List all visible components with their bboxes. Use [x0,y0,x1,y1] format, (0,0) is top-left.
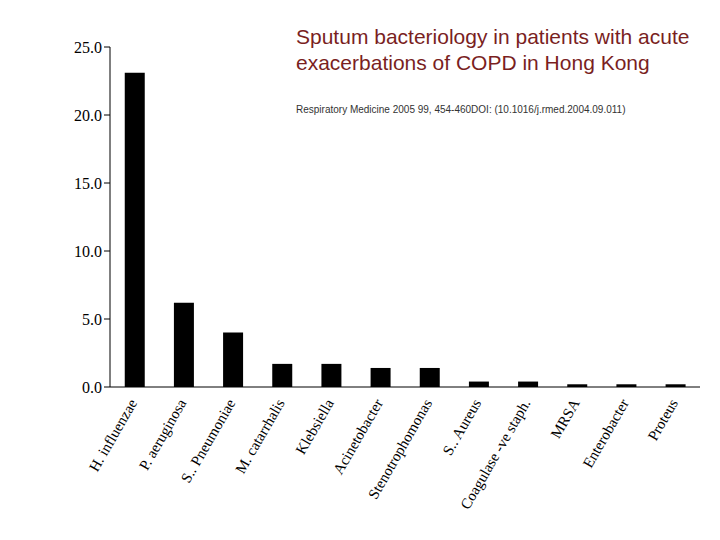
svg-text:S.. Pneumoniae: S.. Pneumoniae [178,396,239,485]
svg-text:25.0: 25.0 [74,39,102,56]
svg-text:20.0: 20.0 [74,107,102,124]
svg-text:10.0: 10.0 [74,243,102,260]
svg-text:Stenotrophomonas: Stenotrophomonas [365,396,435,502]
svg-text:S.. Aureus: S.. Aureus [439,396,484,458]
svg-text:15.0: 15.0 [74,175,102,192]
svg-text:0.0: 0.0 [82,379,102,396]
svg-text:Coagulase -ve staph.: Coagulase -ve staph. [457,396,533,512]
html-text:Sputum bacteriology in patient: Sputum bacteriology in patients with acu… [296,25,690,74]
html-text:Respiratory Medicine 2005 99,: Respiratory Medicine 2005 99, 454-460DOI… [296,104,626,115]
svg-text:Acinetobacter: Acinetobacter [330,396,386,477]
svg-text:Klebsiella: Klebsiella [293,396,337,457]
svg-text:Enterobacter: Enterobacter [580,396,632,470]
svg-text:5.0: 5.0 [82,311,102,328]
svg-text:Proteus: Proteus [645,396,681,443]
svg-text:MRSA: MRSA [548,396,583,441]
svg-text:P. aeruginosa: P. aeruginosa [136,396,190,473]
svg-text:H. influenzae: H. influenzae [86,396,140,474]
svg-text:M. catarrhalis: M. catarrhalis [232,396,288,476]
